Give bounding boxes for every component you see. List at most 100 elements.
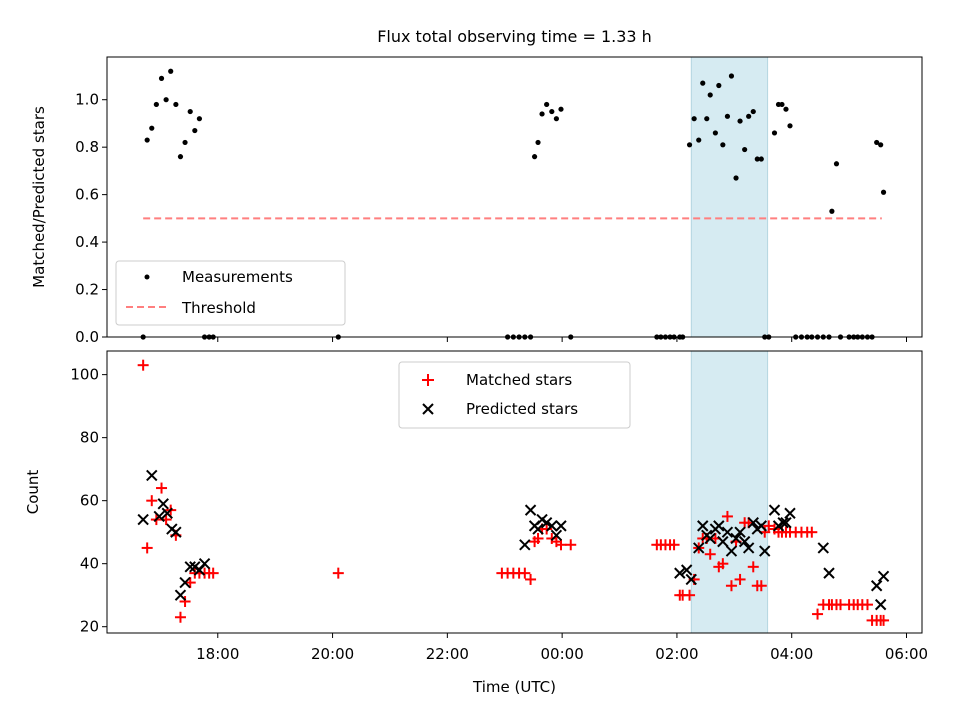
top-ytick-label-0: 0.0 [75,328,99,346]
bottom-xtick-label-4: 02:00 [655,645,698,663]
predicted-point-22 [674,567,686,579]
predicted-point-48 [823,567,835,579]
predicted-point-50 [874,598,887,611]
top-axes-frame [106,56,923,338]
measurement-point-25 [544,101,550,108]
predicted-point-40 [755,520,768,532]
matched-point-10 [184,577,196,589]
measurement-point-28 [558,106,564,112]
top-ytick-label-2: 0.4 [75,233,99,251]
predicted-point-20 [550,529,563,542]
matched-point-8 [174,611,186,623]
matched-point-0 [137,359,149,371]
predicted-point-8 [179,576,191,589]
predicted-point-13 [519,539,531,551]
bottom-highlight-span [690,350,769,634]
matched-point-43 [704,548,716,560]
x-axis-label: Time (UTC) [472,678,556,696]
measurement-point-7 [173,101,179,108]
predicted-point-41 [759,545,771,557]
measurement-point-9 [182,139,188,146]
matched-point-9 [179,595,191,607]
measurement-point-46 [724,113,731,119]
predicted-stars-series [137,469,890,611]
matched-point-38 [684,589,696,601]
matched-point-1 [141,542,153,554]
predicted-point-3 [157,498,169,510]
predicted-point-47 [817,542,829,554]
bottom-ytick-label-0: 20 [80,618,99,636]
matched-point-57 [763,520,775,532]
matched-point-2 [146,495,158,507]
predicted-point-0 [137,513,149,526]
predicted-point-14 [524,504,537,516]
bottom-xtick-label-5: 04:00 [770,645,813,663]
matched-point-66 [806,526,818,538]
measurement-point-57 [771,130,778,136]
measurement-point-37 [686,142,693,148]
top-panel: 0.0 0.2 0.4 0.6 0.8 1.0 Matched/Predicted sta… [30,56,923,346]
matched-point-53 [747,561,759,573]
top-x-axis [217,337,908,342]
measurement-point-2 [149,125,155,131]
predicted-point-18 [540,517,553,529]
predicted-point-35 [734,526,746,538]
measurement-point-48 [733,175,739,181]
legend-measurements-label: Measurements [182,268,293,286]
predicted-point-42 [768,504,781,516]
legend-measurements-marker [144,274,150,280]
bottom-ytick-label-4: 100 [70,366,99,384]
predicted-point-38 [747,517,759,529]
matched-point-35 [668,539,680,551]
matched-point-55 [755,580,767,592]
measurement-point-51 [746,113,752,119]
legend-threshold-label: Threshold [181,299,256,317]
bottom-ytick-label-1: 40 [80,555,99,573]
bottom-ytick-label-2: 60 [80,492,99,510]
bottom-y-axis: 20 40 60 80 100 [70,366,107,636]
predicted-point-45 [780,517,792,529]
measurement-point-40 [700,80,706,86]
predicted-point-23 [680,564,693,576]
measurement-point-22 [531,154,538,160]
measurement-point-24 [539,111,545,117]
predicted-point-4 [161,507,173,519]
measurement-point-6 [168,68,174,74]
predicted-point-16 [532,523,544,535]
predicted-point-1 [146,469,158,482]
bottom-legend: Matched stars Predicted stars [398,361,631,429]
matched-point-22 [525,573,537,585]
predicted-point-26 [697,520,709,532]
measurement-point-78 [874,139,880,146]
bottom-xtick-label-6: 06:00 [885,645,928,663]
measurement-point-54 [758,156,764,162]
measurement-point-3 [153,101,159,108]
top-ytick-label-5: 1.0 [75,91,99,109]
measurement-point-26 [549,108,555,115]
measurement-point-45 [720,142,726,148]
predicted-point-30 [713,520,725,532]
measurement-point-1 [144,137,150,143]
predicted-point-24 [685,573,697,586]
predicted-point-37 [742,542,755,554]
measurement-point-50 [742,146,748,153]
predicted-point-36 [738,535,751,548]
measurement-point-8 [177,154,184,160]
matched-point-81 [878,614,890,626]
predicted-point-28 [704,532,716,545]
matched-point-26 [541,523,553,535]
legend-matched-label: Matched stars [466,371,572,389]
top-highlight-span [690,56,769,338]
predicted-point-33 [725,545,738,557]
measurement-point-44 [716,82,722,89]
predicted-point-34 [730,532,742,545]
bottom-y-axis-label: Count [24,470,42,515]
matched-point-47 [721,510,733,522]
top-legend: Measurements Threshold [115,260,346,326]
top-ytick-label-4: 0.8 [75,138,99,156]
predicted-point-32 [721,526,734,538]
top-legend-frame [115,260,346,326]
predicted-point-51 [877,570,890,582]
